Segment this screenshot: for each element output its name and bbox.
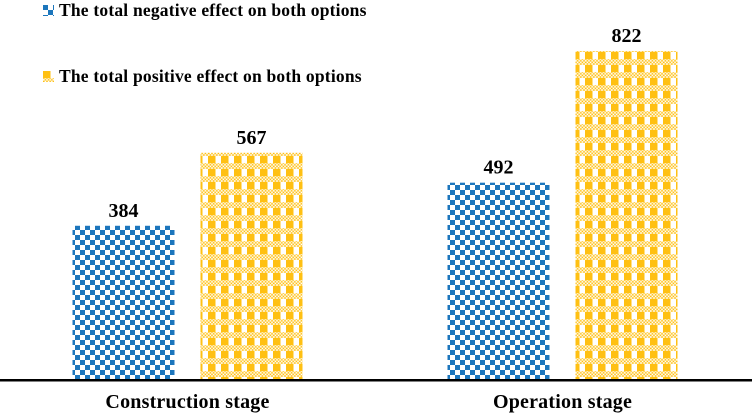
axis-category-label-construction-stage: Construction stage (105, 391, 269, 413)
x-axis-line (0, 379, 752, 382)
value-label-construction-stage-positive: 567 (237, 127, 267, 149)
bar-operation-stage-negative (447, 182, 550, 379)
legend-item-positive: The total positive effect on both option… (43, 66, 367, 87)
legend-label-negative: The total negative effect on both option… (59, 0, 367, 20)
chart-legend: The total negative effect on both option… (43, 0, 367, 87)
value-label-construction-stage-negative: 384 (109, 200, 139, 222)
bar-construction-stage-positive (200, 152, 303, 379)
bar-operation-stage-positive (575, 51, 678, 379)
value-label-operation-stage-negative: 492 (484, 157, 514, 179)
checkerboard-swatch-icon (43, 5, 54, 16)
value-label-operation-stage-positive: 822 (612, 25, 642, 47)
axis-category-label-operation-stage: Operation stage (493, 391, 632, 413)
legend-label-positive: The total positive effect on both option… (59, 66, 362, 86)
legend-item-negative: The total negative effect on both option… (43, 0, 367, 21)
bar-construction-stage-negative (72, 225, 175, 379)
plaid-swatch-icon (43, 71, 54, 82)
